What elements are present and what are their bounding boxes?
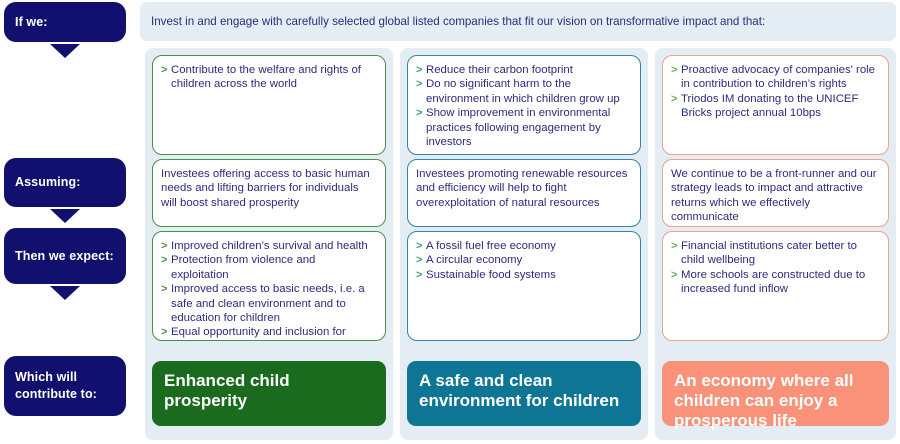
outcome-text: A safe and clean environment for childre… xyxy=(419,371,620,410)
rail-arrow-1 xyxy=(50,44,80,58)
card-then-we-expect-safe-clean-environment: > A fossil fuel free economy > A circular e… xyxy=(407,231,641,341)
bullet-item: > Show improvement in environmental pract… xyxy=(416,106,631,149)
bullet-item: > A fossil fuel free economy xyxy=(416,239,631,253)
bullet-text: Improved children’s survival and health xyxy=(171,240,368,252)
assumption-text: Investees offering access to basic human… xyxy=(161,168,370,209)
bullet-text: Proactive advocacy of companies' role in… xyxy=(681,64,876,91)
bullet-item: > Proactive advocacy of companies' role i… xyxy=(671,63,879,92)
bullet-text: Improved access to basic needs, i.e. a s… xyxy=(171,283,365,325)
chevron-right-icon: > xyxy=(671,268,678,281)
bullet-text: Do no significant harm to the environmen… xyxy=(426,78,620,105)
bullet-item: > A circular economy xyxy=(416,253,631,267)
bullet-text: A circular economy xyxy=(426,254,523,267)
outcome-text: Enhanced child prosperity xyxy=(164,371,290,410)
bullet-list: > Proactive advocacy of companies' role i… xyxy=(671,63,879,121)
stage-label-then-we-expect: Then we expect: xyxy=(4,228,126,284)
bullet-item: > Reduce their carbon footprint xyxy=(416,63,631,77)
bullet-list: > Financial institutions cater better to … xyxy=(671,239,879,297)
bullet-item: > Do no significant harm to the environme… xyxy=(416,77,631,106)
bullet-text: Equal opportunity and inclusion for chil… xyxy=(171,326,346,339)
chevron-right-icon: > xyxy=(416,107,423,120)
bullet-text: Sustainable food systems xyxy=(426,268,556,281)
bullet-text: More schools are constructed due to incr… xyxy=(681,268,866,296)
chevron-right-icon: > xyxy=(161,326,168,339)
card-then-we-expect-child-prosperity: > Improved children’s survival and health… xyxy=(152,231,386,341)
chevron-right-icon: > xyxy=(416,78,423,91)
bullet-list: > Improved children’s survival and health… xyxy=(161,239,376,340)
rail-arrow-3 xyxy=(50,286,80,300)
bullet-list: > A fossil fuel free economy > A circular e… xyxy=(416,239,631,282)
vision-statement-text: Invest in and engage with carefully sele… xyxy=(151,14,766,28)
stage-label-rail: If we: Assuming: Then we expect: Which w… xyxy=(0,0,140,444)
chevron-right-icon: > xyxy=(671,240,678,252)
bullet-item: > Triodos IM donating to the UNICEF Brick… xyxy=(671,92,879,121)
chevron-right-icon: > xyxy=(671,64,678,76)
bullet-text: Contribute to the welfare and rights of … xyxy=(171,64,361,91)
card-if-we-safe-clean-environment: > Reduce their carbon footprint > Do no sig… xyxy=(407,55,641,155)
bullet-item: > Improved access to basic needs, i.e. a … xyxy=(161,282,376,325)
outcome-banner-safe-clean-environment: A safe and clean environment for childre… xyxy=(407,361,641,426)
bullet-text: Show improvement in environmental practi… xyxy=(426,107,611,149)
stage-label-assuming: Assuming: xyxy=(4,158,126,207)
bullet-item: > Sustainable food systems xyxy=(416,268,631,282)
bullet-item: > Protection from violence and exploitati… xyxy=(161,253,376,282)
bullet-text: Financial institutions cater better to c… xyxy=(681,240,858,267)
bullet-item: > Improved children’s survival and health xyxy=(161,239,376,253)
card-assuming-safe-clean-environment: Investees promoting renewable resources … xyxy=(407,159,641,227)
bullet-item: > Contribute to the welfare and rights of… xyxy=(161,63,376,92)
outcome-banner-prosperous-economy: An economy where all children can enjoy … xyxy=(662,361,889,430)
bullet-text: Reduce their carbon footprint xyxy=(426,64,573,76)
outcome-text: An economy where all children can enjoy … xyxy=(674,371,854,430)
bullet-item: > Financial institutions cater better to … xyxy=(671,239,879,268)
bullet-list: > Reduce their carbon footprint > Do no sig… xyxy=(416,63,631,149)
chevron-right-icon: > xyxy=(416,254,423,267)
rail-arrow-2 xyxy=(50,209,80,223)
card-then-we-expect-prosperous-economy: > Financial institutions cater better to … xyxy=(662,231,889,341)
bullet-item: > More schools are constructed due to inc… xyxy=(671,268,879,297)
card-if-we-prosperous-economy: > Proactive advocacy of companies' role i… xyxy=(662,55,889,155)
outcome-banner-child-prosperity: Enhanced child prosperity xyxy=(152,361,386,426)
bullet-text: A fossil fuel free economy xyxy=(426,240,556,252)
chevron-right-icon: > xyxy=(671,92,678,105)
bullet-item: >Equal opportunity and inclusion for chi… xyxy=(161,325,376,340)
card-if-we-child-prosperity: > Contribute to the welfare and rights of… xyxy=(152,55,386,155)
chevron-right-icon: > xyxy=(416,64,423,76)
bullet-list: > Contribute to the welfare and rights of… xyxy=(161,63,376,92)
bullet-text: Protection from violence and exploitatio… xyxy=(171,254,316,281)
chevron-right-icon: > xyxy=(161,283,168,296)
chevron-right-icon: > xyxy=(161,64,168,76)
bullet-text: Triodos IM donating to the UNICEF Bricks… xyxy=(681,92,859,120)
chevron-right-icon: > xyxy=(416,240,423,252)
vision-statement-banner: Invest in and engage with carefully sele… xyxy=(140,2,896,41)
stage-label-if-we: If we: xyxy=(4,2,126,42)
assumption-text: We continue to be a front-runner and our… xyxy=(671,168,877,224)
chevron-right-icon: > xyxy=(161,240,168,252)
chevron-right-icon: > xyxy=(161,254,168,267)
stage-label-which-will-contribute-to: Which will contribute to: xyxy=(4,356,126,416)
card-assuming-child-prosperity: Investees offering access to basic human… xyxy=(152,159,386,227)
chevron-right-icon: > xyxy=(416,268,423,281)
assumption-text: Investees promoting renewable resources … xyxy=(416,168,628,209)
card-assuming-prosperous-economy: We continue to be a front-runner and our… xyxy=(662,159,889,227)
